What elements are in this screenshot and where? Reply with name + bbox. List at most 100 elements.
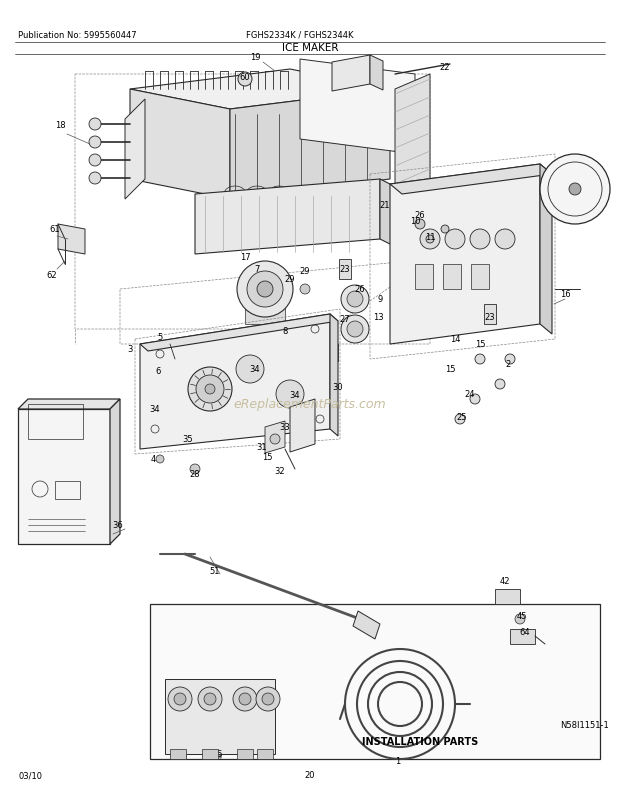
Circle shape (495, 379, 505, 390)
Circle shape (204, 693, 216, 705)
Circle shape (515, 614, 525, 624)
Polygon shape (265, 422, 285, 453)
Circle shape (341, 316, 369, 343)
Bar (150, 604, 600, 759)
Text: 1: 1 (396, 756, 401, 766)
Circle shape (495, 229, 515, 249)
Text: 34: 34 (250, 365, 260, 374)
Text: 15: 15 (445, 365, 455, 374)
Polygon shape (202, 749, 218, 759)
Text: 62: 62 (46, 270, 57, 279)
Polygon shape (125, 100, 145, 200)
Text: 25: 25 (457, 413, 467, 422)
Text: 9: 9 (378, 295, 383, 304)
Text: 11: 11 (425, 233, 435, 241)
Text: 17: 17 (240, 253, 250, 262)
Circle shape (247, 272, 283, 308)
Polygon shape (130, 70, 390, 110)
Text: Publication No: 5995560447: Publication No: 5995560447 (18, 30, 136, 39)
Circle shape (415, 220, 425, 229)
Text: 36: 36 (113, 520, 123, 529)
Polygon shape (395, 75, 430, 245)
Text: 26: 26 (355, 286, 365, 294)
Text: 31: 31 (257, 443, 267, 452)
Text: 61: 61 (50, 225, 60, 234)
Polygon shape (353, 611, 380, 639)
Text: 32: 32 (275, 467, 285, 476)
Circle shape (470, 229, 490, 249)
Circle shape (341, 286, 369, 314)
Text: 7: 7 (254, 265, 260, 274)
Polygon shape (370, 56, 383, 91)
Circle shape (569, 184, 581, 196)
Text: 35: 35 (183, 435, 193, 444)
Circle shape (238, 73, 252, 87)
Circle shape (205, 384, 215, 395)
Polygon shape (302, 325, 318, 342)
Text: 29: 29 (299, 267, 310, 276)
Circle shape (196, 375, 224, 403)
Polygon shape (380, 180, 400, 249)
Text: 30: 30 (333, 383, 343, 392)
Polygon shape (257, 749, 273, 759)
Bar (415, 265, 433, 290)
Polygon shape (339, 260, 351, 280)
Text: 23: 23 (485, 313, 495, 322)
Text: 42: 42 (500, 577, 510, 585)
Circle shape (89, 172, 101, 184)
Text: 34: 34 (290, 391, 300, 400)
Circle shape (190, 464, 200, 475)
Text: eReplacementParts.com: eReplacementParts.com (234, 398, 386, 411)
Text: INSTALLATION PARTS: INSTALLATION PARTS (362, 736, 478, 746)
Text: 03/10: 03/10 (18, 771, 42, 780)
Text: 18: 18 (55, 120, 65, 129)
Text: 15: 15 (262, 453, 272, 462)
Bar (55, 481, 80, 500)
Text: 34: 34 (149, 405, 161, 414)
Text: 12: 12 (590, 165, 600, 174)
Text: 2: 2 (505, 360, 511, 369)
Circle shape (239, 693, 251, 705)
Text: 27: 27 (340, 315, 350, 324)
Text: 45: 45 (516, 612, 527, 621)
Circle shape (420, 229, 440, 249)
Polygon shape (18, 410, 110, 545)
Circle shape (426, 236, 434, 244)
Circle shape (168, 687, 192, 711)
Circle shape (347, 322, 363, 338)
Text: 8: 8 (282, 327, 288, 336)
Polygon shape (495, 589, 520, 604)
Polygon shape (330, 314, 338, 436)
Circle shape (257, 282, 273, 298)
Circle shape (540, 155, 610, 225)
Polygon shape (110, 399, 120, 545)
Circle shape (441, 225, 449, 233)
Polygon shape (290, 399, 315, 452)
Text: 55: 55 (213, 750, 223, 759)
Polygon shape (140, 314, 338, 351)
Circle shape (89, 119, 101, 131)
Text: 14: 14 (450, 335, 460, 344)
Circle shape (174, 693, 186, 705)
Text: 5: 5 (157, 333, 162, 342)
Text: 19: 19 (250, 52, 260, 62)
Polygon shape (195, 180, 380, 255)
Polygon shape (237, 749, 253, 759)
Polygon shape (390, 164, 552, 195)
Polygon shape (230, 90, 390, 200)
Polygon shape (165, 679, 275, 754)
Text: 6: 6 (156, 367, 161, 376)
Circle shape (233, 687, 257, 711)
Text: 26: 26 (415, 210, 425, 219)
Text: 22: 22 (440, 63, 450, 72)
Circle shape (262, 693, 274, 705)
Text: 51: 51 (210, 567, 220, 576)
Circle shape (198, 687, 222, 711)
Polygon shape (245, 294, 285, 325)
Bar (28, 404, 83, 439)
Polygon shape (58, 225, 85, 255)
Text: 24: 24 (465, 390, 476, 399)
Text: 15: 15 (475, 340, 485, 349)
Polygon shape (130, 90, 230, 200)
Text: N58I1151-1: N58I1151-1 (560, 721, 609, 730)
